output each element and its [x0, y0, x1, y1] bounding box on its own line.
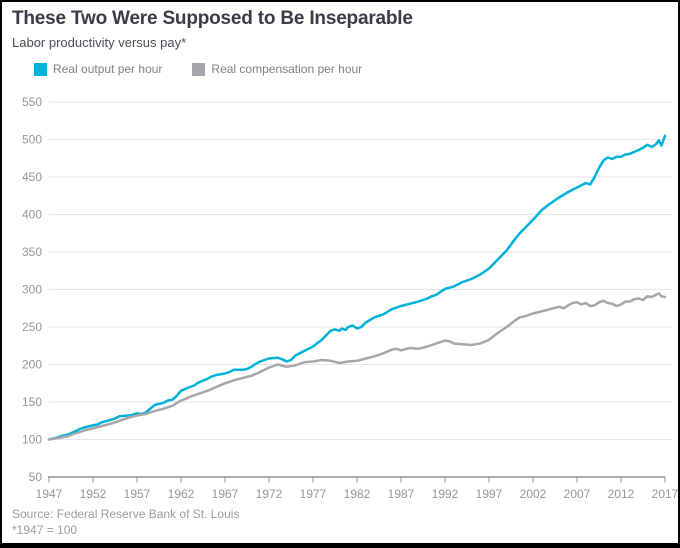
y-tick-label: 50 [29, 470, 43, 484]
y-tick-label: 400 [22, 208, 42, 222]
x-tick-label: 2012 [608, 487, 635, 501]
y-tick-label: 300 [22, 283, 42, 297]
x-tick-label: 1992 [432, 487, 459, 501]
y-tick-label: 550 [22, 95, 42, 109]
x-tick-label: 1997 [476, 487, 503, 501]
compensation-series-swatch [192, 62, 206, 76]
x-tick-label: 2002 [520, 487, 547, 501]
x-tick-label: 1957 [124, 487, 151, 501]
legend-label-output: Real output per hour [53, 62, 163, 76]
x-tick-label: 1972 [256, 487, 283, 501]
chart-subtitle: Labor productivity versus pay* [12, 35, 187, 50]
footnote: *1947 = 100 [12, 523, 78, 537]
legend-label-compensation: Real compensation per hour [211, 62, 363, 76]
legend-item-compensation: Real compensation per hour [192, 62, 362, 76]
legend: Real output per hour Real compensation p… [34, 62, 392, 76]
x-tick-label: 1977 [300, 487, 327, 501]
series-line-output [47, 134, 667, 441]
y-tick-label: 200 [22, 358, 42, 372]
x-tick-label: 1987 [388, 487, 415, 501]
y-tick-label: 150 [22, 395, 42, 409]
x-tick-label: 1982 [344, 487, 371, 501]
x-tick-label: 1952 [80, 487, 107, 501]
x-tick-label: 2007 [564, 487, 591, 501]
output-series-swatch [34, 62, 47, 76]
y-tick-label: 250 [22, 320, 42, 334]
x-tick-label: 2017 [652, 487, 679, 501]
x-tick-label: 1947 [36, 487, 63, 501]
x-tick-label: 1962 [168, 487, 195, 501]
y-tick-label: 100 [22, 433, 42, 447]
legend-item-output: Real output per hour [34, 62, 162, 76]
y-tick-label: 350 [22, 245, 42, 259]
x-tick-label: 1967 [212, 487, 239, 501]
source-note: Source: Federal Reserve Bank of St. Loui… [12, 507, 240, 521]
page-title: These Two Were Supposed to Be Inseparabl… [12, 8, 413, 29]
series-line-compensation [47, 292, 667, 441]
y-tick-label: 450 [22, 170, 42, 184]
y-tick-label: 500 [22, 133, 42, 147]
